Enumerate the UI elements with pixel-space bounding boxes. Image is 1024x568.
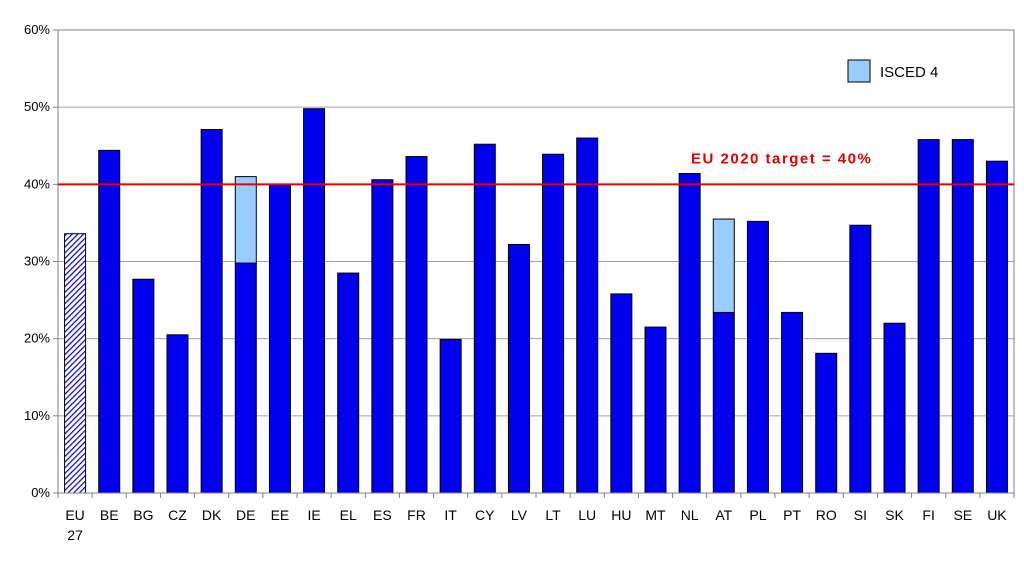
bar — [678, 173, 701, 494]
legend: ISCED 4 — [847, 59, 938, 83]
bar — [985, 160, 1008, 494]
x-tick-label: SI — [854, 507, 867, 523]
x-tick-label: RO — [816, 507, 837, 523]
x-tick-label: AT — [715, 507, 732, 523]
bar — [849, 224, 872, 494]
bar — [166, 334, 189, 494]
x-tick-label: EE — [271, 507, 290, 523]
bar — [507, 244, 530, 494]
bar — [473, 143, 496, 494]
bar — [371, 179, 394, 494]
bar — [746, 220, 769, 494]
bar — [951, 139, 974, 494]
bar — [132, 278, 155, 494]
bar — [781, 311, 804, 494]
y-tick-label: 30% — [24, 254, 50, 269]
target-line-group: EU 2020 target = 40% — [58, 150, 1014, 186]
x-tick-label: BE — [100, 507, 119, 523]
x-tick-label: CY — [475, 507, 495, 523]
bar-segment-isced4 — [712, 218, 735, 313]
y-tick-label: 10% — [24, 408, 50, 423]
bar — [917, 139, 940, 494]
y-tick-label: 20% — [24, 331, 50, 346]
x-tick-label: BG — [133, 507, 153, 523]
x-tick-label: ES — [373, 507, 392, 523]
bar — [234, 262, 257, 494]
x-tick-label: EU 27 — [65, 507, 84, 543]
x-tick-label: IE — [307, 507, 320, 523]
x-tick-label: IT — [444, 507, 457, 523]
y-tick-label: 50% — [24, 99, 50, 114]
x-tick-label: EL — [340, 507, 357, 523]
bar — [405, 156, 428, 494]
x-tick-label: LT — [545, 507, 561, 523]
x-tick-label: PL — [749, 507, 766, 523]
bar — [268, 183, 291, 494]
x-tick-label: DE — [236, 507, 255, 523]
x-tick-label: HU — [611, 507, 631, 523]
legend-swatch-isced4 — [847, 59, 871, 83]
x-tick-label: MT — [645, 507, 666, 523]
target-line-label: EU 2020 target = 40% — [691, 150, 872, 167]
y-tick-label: 40% — [24, 176, 50, 191]
bar — [815, 352, 838, 494]
x-tick-label: SK — [885, 507, 904, 523]
x-tick-label: DK — [202, 507, 222, 523]
x-tick-label: NL — [681, 507, 699, 523]
y-tick-labels: 0% 10% 20% 30% 40% 50% 60% — [24, 22, 58, 500]
x-tick-label: UK — [987, 507, 1007, 523]
x-tick-label: FI — [922, 507, 934, 523]
x-tick-label: CZ — [168, 507, 187, 523]
bar-segment-isced4 — [234, 176, 257, 264]
bar — [712, 311, 735, 494]
bar — [439, 338, 462, 494]
bar — [303, 108, 326, 494]
bar — [644, 326, 667, 494]
x-tick-label: LU — [578, 507, 596, 523]
x-tick-label: LV — [511, 507, 528, 523]
bar — [337, 272, 360, 494]
bars — [64, 108, 1008, 494]
y-tick-label: 0% — [31, 485, 50, 500]
x-tick-label: PT — [783, 507, 801, 523]
x-tick-label: SE — [953, 507, 972, 523]
bar — [64, 233, 87, 494]
y-tick-label: 60% — [24, 22, 50, 37]
bar — [542, 153, 565, 494]
bar — [883, 322, 906, 494]
bar — [576, 137, 599, 494]
bar — [610, 293, 633, 494]
legend-label-isced4: ISCED 4 — [880, 64, 938, 81]
x-tick-label: FR — [407, 507, 426, 523]
bar — [98, 149, 121, 494]
x-tick-labels: EU 27 BE BG CZ DK DE EE IE EL ES FR IT CY LV LT LU HU MT NL… — [57, 493, 1015, 543]
